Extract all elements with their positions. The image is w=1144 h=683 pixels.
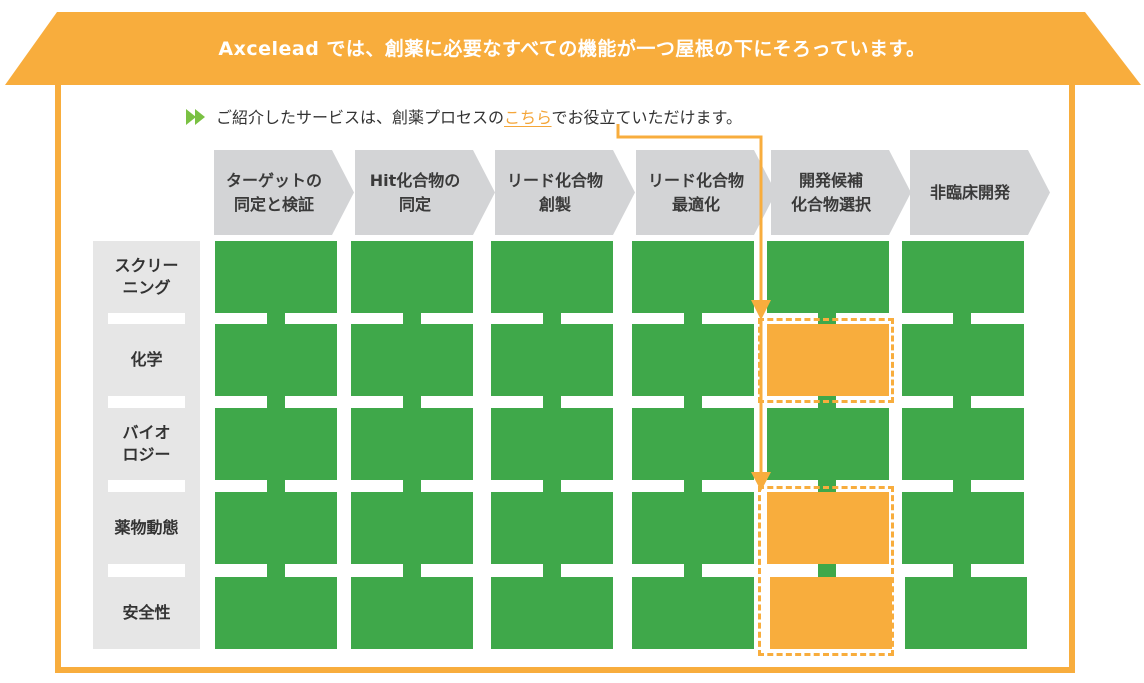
cell-r3-c5-green [767,408,889,480]
cell-r4-c3-green [491,492,613,564]
phase-label: 非臨床開発 [929,182,1010,202]
cell-r2-c4-green [632,324,754,396]
cell-connector [403,480,421,492]
cell-connector [267,313,285,324]
cell-r5-c6-green [905,577,1027,649]
cell-connector [403,564,421,577]
cell-r1-c2-green [351,241,473,313]
cell-r3-c1-green [215,408,337,480]
cell-r4-c4-green [632,492,754,564]
cell-r4-c6-green [902,492,1024,564]
subtitle-text-end: でお役立ていただけます。 [551,108,742,127]
chevron-shape [214,150,354,235]
cell-connector [543,564,561,577]
cell-r1-c4-green [632,241,754,313]
label-connector [93,313,108,324]
phase-3: リード化合物 創製 [495,150,635,235]
cell-r1-c1-green [215,241,337,313]
cell-r3-c3-green [491,408,613,480]
chevron-shape [771,150,911,235]
label-connector [185,480,200,492]
cell-r4-c5-orange [767,492,889,564]
cell-connector [543,313,561,324]
subtitle-text: ご紹介したサービスは、創薬プロセスの [216,108,505,127]
cell-r5-c2-green [351,577,473,649]
phase-label: リード化合物 最適化 [647,170,744,214]
banner-title: Axcelead では、創薬に必要なすべての機能が一つ屋根の下にそろっています。 [218,38,926,60]
row-label-3: バイオ ロジー [93,408,200,480]
cell-connector [543,396,561,408]
phase-2: Hit化合物の 同定 [355,150,495,235]
cell-connector [267,564,285,577]
cell-connector [953,313,971,324]
cell-connector [543,480,561,492]
chevron-shape [636,150,776,235]
cell-r1-c6-green [902,241,1024,313]
chevron-shape [495,150,635,235]
cell-connector [267,480,285,492]
cell-connector [684,396,702,408]
cell-r5-c1-green [215,577,337,649]
cell-r4-c2-green [351,492,473,564]
cell-r2-c3-green [491,324,613,396]
cell-connector [953,564,971,577]
house-frame [55,84,1075,673]
label-connector [93,396,108,408]
cell-r3-c6-green [902,408,1024,480]
phase-4: リード化合物 最適化 [636,150,776,235]
cell-connector [684,480,702,492]
label-connector [185,564,200,577]
cell-connector [818,564,836,577]
cell-r2-c2-green [351,324,473,396]
subtitle: ご紹介したサービスは、創薬プロセスのこちらでお役立ていただけます。 [186,104,742,128]
cell-r3-c2-green [351,408,473,480]
cell-connector [953,480,971,492]
cell-r3-c4-green [632,408,754,480]
cell-r5-c4-green [632,577,754,649]
chevron-shape [910,150,1050,235]
cell-connector [403,396,421,408]
phase-label: Hit化合物の 同定 [369,170,461,214]
highlight-box-dmpk-safety [758,486,894,656]
chevron-shape [355,150,495,235]
cell-connector [267,396,285,408]
row-label-1: スクリー ニング [93,241,200,313]
cell-connector [684,313,702,324]
cell-r1-c3-green [491,241,613,313]
cell-r2-c1-green [215,324,337,396]
cell-r5-c5-orange [770,577,892,649]
row-label-5: 安全性 [93,577,200,649]
phase-5: 開発候補 化合物選択 [771,150,911,235]
label-connector [93,480,108,492]
row-label-4: 薬物動態 [93,492,200,564]
cell-r2-c6-green [902,324,1024,396]
label-connector [185,396,200,408]
phase-label: ターゲットの 同定と検証 [225,170,322,214]
phase-1: ターゲットの 同定と検証 [214,150,354,235]
roof-banner [5,12,1141,85]
cell-r4-c1-green [215,492,337,564]
cell-r1-c5-green [767,241,889,313]
double-arrow-right-icon [186,109,205,125]
cell-connector [953,396,971,408]
kochira-link[interactable]: こちら [504,108,552,127]
phase-6: 非臨床開発 [910,150,1050,235]
label-connector [93,564,108,577]
cell-r2-c5-orange [767,324,889,396]
cell-connector [403,313,421,324]
row-label-2: 化学 [93,324,200,396]
cell-r5-c3-green [491,577,613,649]
phase-label: リード化合物 創製 [506,170,603,214]
phase-label: 開発候補 化合物選択 [790,170,871,214]
label-connector [185,313,200,324]
cell-connector [684,564,702,577]
